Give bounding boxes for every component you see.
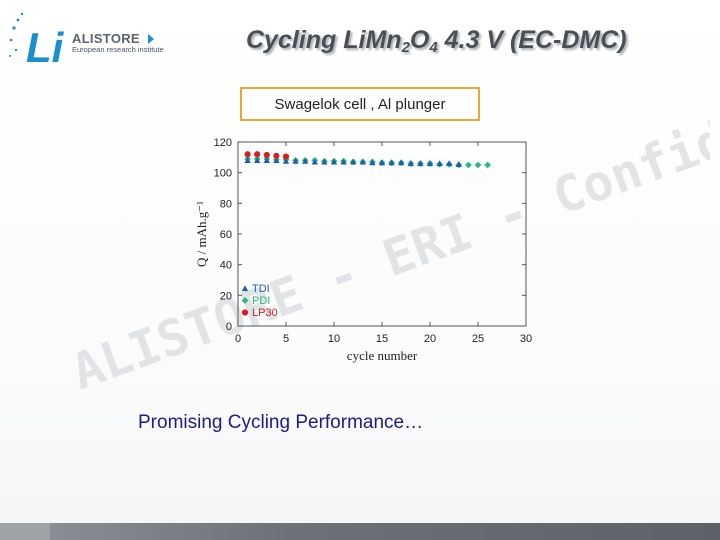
data-point-tdi xyxy=(330,158,338,165)
data-point-tdi xyxy=(311,158,318,165)
title-part: Cycling Li xyxy=(246,26,366,54)
data-point-tdi xyxy=(263,157,270,163)
y-tick-label: 120 xyxy=(214,137,232,149)
footer-accent xyxy=(0,523,50,540)
title-part: Mn xyxy=(365,26,402,54)
data-point-tdi xyxy=(426,160,434,167)
data-point-tdi xyxy=(436,160,443,167)
cell-description-box: Swagelok cell , Al plunger xyxy=(240,87,480,121)
cycling-chart: 0 20 40 60 80 100 120 0 5 10 15 20 25 30 cycle numbe… xyxy=(194,137,532,363)
data-point-tdi xyxy=(340,158,347,165)
plot-frame xyxy=(237,141,527,327)
alistore-logo: Li ALISTORE European research institute xyxy=(6,4,166,74)
x-tick-label: 15 xyxy=(376,333,388,345)
slide-caption: Promising Cycling Performance… xyxy=(138,412,424,433)
data-point-tdi xyxy=(282,157,290,164)
data-point-pdi xyxy=(484,161,491,169)
data-point-tdi xyxy=(244,157,251,163)
data-point-pdi xyxy=(465,161,472,169)
x-tick-label: 30 xyxy=(520,333,532,345)
logo-name: ALISTORE xyxy=(72,31,140,46)
slide-title: Cycling LiMn2O4 4.3 V (EC-DMC) xyxy=(246,26,686,56)
y-tick-label: 60 xyxy=(220,229,232,241)
data-point-tdi xyxy=(359,158,366,165)
data-point-tdi xyxy=(407,160,414,167)
data-point-tdi xyxy=(417,160,424,167)
data-point-lp30 xyxy=(244,151,251,158)
data-point-tdi xyxy=(455,161,462,167)
data-point-tdi xyxy=(378,159,386,166)
legend-marker-lp30 xyxy=(241,309,249,316)
data-point-tdi xyxy=(273,157,280,163)
data-point-tdi xyxy=(350,158,357,165)
logo-mark-icon: Li xyxy=(9,12,65,71)
data-point-lp30 xyxy=(282,153,290,160)
data-point-tdi xyxy=(446,160,453,167)
data-point-tdi xyxy=(254,157,261,163)
title-subscript: 2 xyxy=(401,39,410,56)
y-axis-label: Q / mAh.g⁻¹ xyxy=(194,201,209,267)
legend-label-pdi: PDI xyxy=(252,295,270,307)
x-tick-label: 25 xyxy=(472,333,484,345)
title-part: O xyxy=(409,26,430,54)
data-point-tdi xyxy=(292,157,299,164)
y-tick-label: 20 xyxy=(220,290,232,302)
y-tick-label: 0 xyxy=(226,321,232,333)
y-tick-label: 40 xyxy=(220,260,232,272)
title-part: 4.3 V (EC-DMC) xyxy=(437,26,627,54)
legend-marker-pdi xyxy=(241,297,249,304)
y-tick-label: 80 xyxy=(220,198,232,210)
x-tick-label: 20 xyxy=(424,333,436,345)
data-point-tdi xyxy=(321,158,328,165)
x-axis-label: cycle number xyxy=(347,348,418,363)
footer-bar xyxy=(0,523,720,540)
cell-description: Swagelok cell , Al plunger xyxy=(274,95,446,113)
logo-mark-text: Li xyxy=(26,24,65,71)
data-point-lp30 xyxy=(273,152,280,159)
legend-label-tdi: TDI xyxy=(252,283,270,295)
data-point-pdi xyxy=(474,161,482,169)
y-tick-label: 100 xyxy=(214,168,232,180)
logo-subtitle: European research institute xyxy=(72,45,164,54)
data-point-tdi xyxy=(388,159,395,166)
title-subscript: 4 xyxy=(429,39,438,56)
x-tick-label: 10 xyxy=(328,333,340,345)
data-point-lp30 xyxy=(254,151,261,158)
x-tick-label: 0 xyxy=(235,333,241,345)
legend-label-lp30: LP30 xyxy=(252,307,278,319)
data-point-tdi xyxy=(398,159,405,166)
logo-arrow-icon xyxy=(148,34,154,44)
x-tick-label: 5 xyxy=(283,333,289,345)
legend-marker-tdi xyxy=(241,285,249,292)
data-point-tdi xyxy=(302,157,309,164)
data-point-lp30 xyxy=(263,151,270,159)
data-point-tdi xyxy=(369,159,376,166)
